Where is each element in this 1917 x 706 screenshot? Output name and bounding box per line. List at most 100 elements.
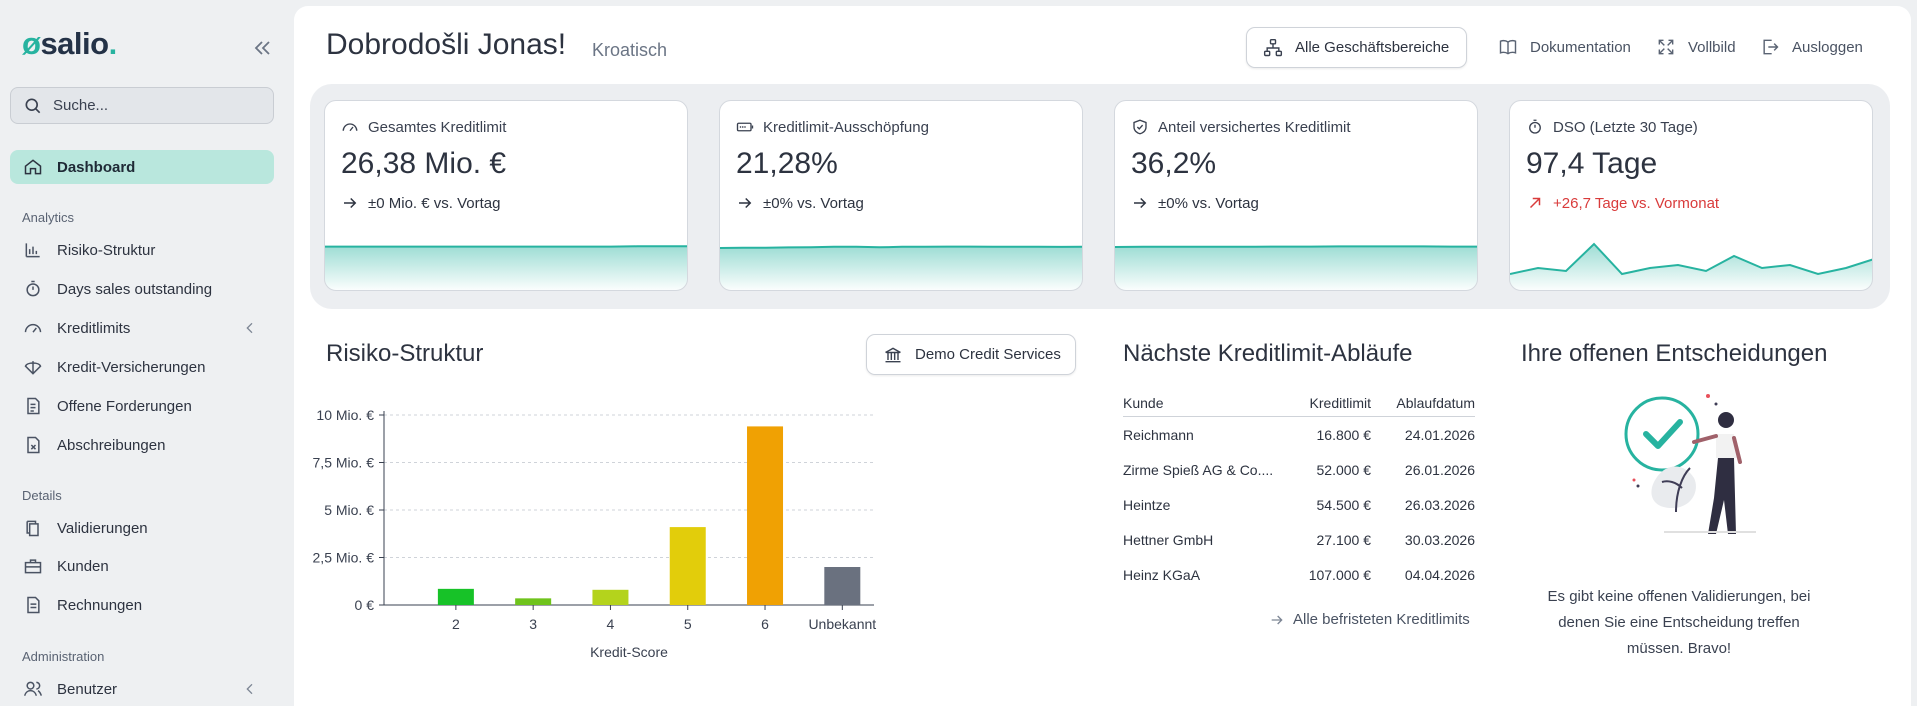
table-row[interactable]: Zirme Spieß AG & Co.... 52.000 €26.01.202… [1123, 461, 1475, 478]
bar-5 [669, 527, 706, 605]
x-tick-label: 4 [607, 616, 615, 632]
collapse-sidebar-icon[interactable] [250, 36, 274, 60]
fullscreen-link[interactable]: Vollbild [1656, 37, 1736, 57]
all-limited-limits-link[interactable]: Alle befristeten Kreditlimits [1269, 611, 1470, 628]
stopwatch-icon [1529, 119, 1541, 134]
main-panel: Dobrodošli Jonas! Kroatisch Alle Geschäf… [294, 6, 1911, 706]
column-header[interactable]: Kreditlimit [1309, 394, 1371, 411]
chevron-left-icon[interactable] [242, 681, 258, 701]
search-icon [25, 98, 41, 113]
sidebar-item-rechnungen[interactable]: Rechnungen [10, 588, 274, 622]
section-label-administration: Administration [22, 649, 105, 664]
column-header[interactable]: Kunde [1123, 394, 1164, 411]
bar-6 [747, 426, 784, 605]
users-icon [22, 678, 44, 700]
shield-check-icon [1133, 119, 1147, 135]
risk-structure-title: Risiko-Struktur [326, 340, 484, 367]
table-row[interactable]: Hettner GmbH 27.100 €30.03.2026 [1123, 531, 1475, 548]
sidebar-item-risiko-struktur[interactable]: Risiko-Struktur [10, 233, 274, 267]
umbrella-icon [22, 356, 44, 378]
sidebar-item-benutzer[interactable]: Benutzer [10, 672, 274, 706]
sidebar-item-kunden[interactable]: Kunden [10, 549, 274, 583]
business-units-button[interactable]: Alle Geschäftsbereiche [1246, 27, 1467, 68]
table-row[interactable]: Heintze 54.500 €26.03.2026 [1123, 496, 1475, 513]
home-icon [22, 156, 44, 178]
logout-link[interactable]: Ausloggen [1760, 37, 1863, 57]
table-header: Kunde Kreditlimit Ablaufdatum [1123, 389, 1475, 417]
y-tick-label: 7,5 Mio. € [313, 455, 375, 471]
table-row[interactable]: Heinz KGaA 107.000 €04.04.2026 [1123, 566, 1475, 583]
x-axis-label: Kredit-Score [590, 644, 668, 660]
sidebar-item-dashboard[interactable]: Dashboard [10, 150, 274, 184]
sparkline-area [1115, 246, 1477, 290]
empty-state-illustration [1624, 394, 1756, 534]
y-tick-label: 2,5 Mio. € [313, 550, 375, 566]
column-header[interactable]: Ablaufdatum [1396, 394, 1475, 411]
sidebar-item-dso[interactable]: Days sales outstanding [10, 272, 274, 306]
search-placeholder: Suche... [53, 97, 109, 114]
briefcase-icon [22, 555, 44, 577]
x-tick-label: 5 [684, 616, 692, 632]
logo-check-icon: ø [22, 26, 41, 61]
y-tick-label: 10 Mio. € [316, 407, 374, 423]
x-tick-label: 6 [761, 616, 769, 632]
chevron-left-icon[interactable] [242, 320, 258, 340]
credit-service-filter-button[interactable]: Demo Credit Services [866, 334, 1076, 375]
sidebar-item-offene-forderungen[interactable]: Offene Forderungen [10, 389, 274, 423]
kpi-card-insured-share[interactable]: Anteil versichertes Kreditlimit 36,2% ±0… [1114, 100, 1478, 291]
kpi-delta: ±0% vs. Vortag [1131, 194, 1259, 212]
x-tick-label: Unbekannt [808, 616, 876, 632]
kpi-card-total-limit[interactable]: Gesamtes Kreditlimit 26,38 Mio. € ±0 Mio… [324, 100, 688, 291]
page-title: Dobrodošli Jonas! [326, 28, 567, 61]
section-label-details: Details [22, 488, 62, 503]
kpi-value: 21,28% [736, 147, 838, 180]
x-tick-label: 2 [452, 616, 460, 632]
bar-chart-icon [22, 239, 44, 261]
kpi-value: 97,4 Tage [1526, 147, 1658, 180]
kpi-value: 36,2% [1131, 147, 1217, 180]
documentation-link[interactable]: Dokumentation [1498, 37, 1631, 57]
sparkline [1510, 242, 1872, 290]
y-tick-label: 5 Mio. € [324, 502, 374, 518]
book-icon [1499, 39, 1517, 55]
empty-state-text: Es gibt keine offenen Validierungen, bei… [1547, 588, 1811, 657]
language-label: Kroatisch [592, 40, 668, 60]
kpi-card-utilization[interactable]: Kreditlimit-Ausschöpfung 21,28% ±0% vs. … [719, 100, 1083, 291]
sparkline [720, 245, 1082, 290]
logo[interactable]: øsalio. [22, 26, 117, 61]
sparkline-line [1115, 245, 1477, 248]
arrow-up-right-icon [1529, 197, 1541, 209]
sidebar-item-kreditlimits[interactable]: Kreditlimits [10, 311, 274, 345]
table-row[interactable]: Reichmann 16.800 €24.01.2026 [1123, 426, 1475, 443]
sidebar: øsalio. Suche... Dashboard Analytics Ris… [0, 0, 290, 706]
expiry-table: Kunde Kreditlimit Ablaufdatum Reichmann 1… [1123, 389, 1475, 592]
copy-icon [22, 517, 44, 539]
logout-icon [1763, 39, 1779, 55]
y-tick-label: 0 € [355, 597, 375, 613]
hierarchy-icon [1263, 38, 1283, 56]
search-input[interactable]: Suche... [10, 87, 274, 124]
sparkline [325, 245, 687, 290]
sparkline-line [720, 245, 1082, 249]
bank-icon [885, 347, 901, 362]
sidebar-item-abschreibungen[interactable]: Abschreibungen [10, 428, 274, 462]
sparkline-area [720, 246, 1082, 290]
arrow-right-icon [739, 197, 752, 209]
invoice-list-icon [22, 395, 44, 417]
risk-structure-chart: 0 € 2,5 Mio. € 5 Mio. € 7,5 Mio. € 10 Mio. €… [313, 407, 877, 660]
bar-4 [592, 589, 629, 605]
stopwatch-icon [22, 278, 44, 300]
bar-3 [515, 598, 552, 605]
sparkline [1115, 245, 1477, 290]
decisions-title: Ihre offenen Entscheidungen [1521, 340, 1828, 367]
sidebar-item-validierungen[interactable]: Validierungen [10, 511, 274, 545]
sidebar-item-kredit-versicherungen[interactable]: Kredit-Versicherungen [10, 350, 274, 384]
kpi-card-dso[interactable]: DSO (Letzte 30 Tage) 97,4 Tage +26,7 Tag… [1509, 100, 1873, 291]
sparkline-area [1510, 244, 1872, 290]
section-label-analytics: Analytics [22, 210, 75, 225]
arrow-right-icon [344, 197, 357, 209]
expiry-title: Nächste Kreditlimit-Abläufe [1123, 340, 1413, 367]
gauge-icon [342, 123, 358, 132]
arrow-right-icon [1271, 615, 1283, 624]
arrow-right-icon [1134, 197, 1147, 209]
